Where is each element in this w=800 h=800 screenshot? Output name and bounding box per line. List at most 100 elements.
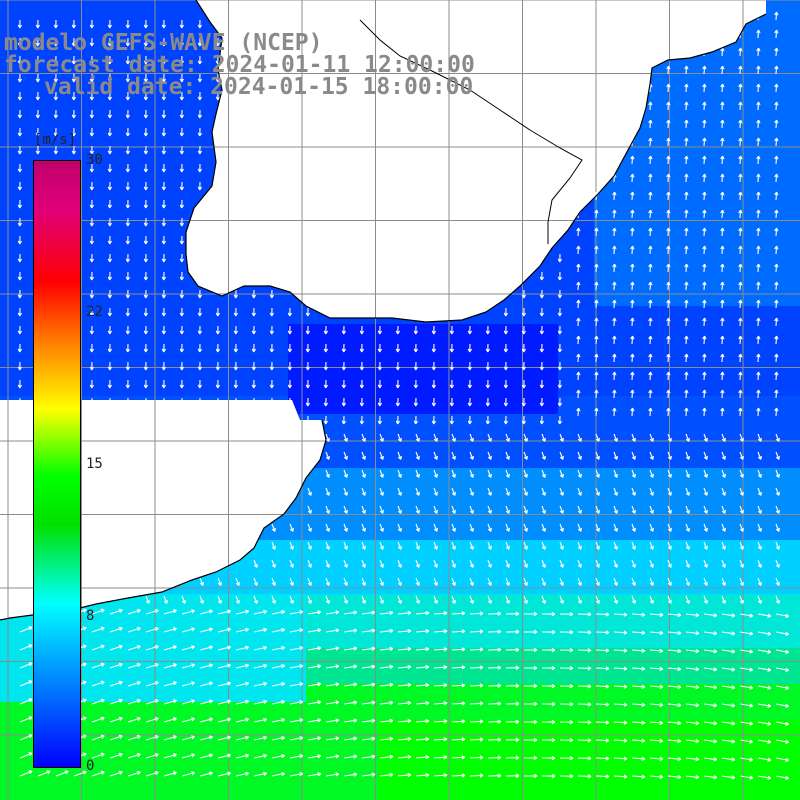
wind-arrow [541,559,546,568]
wind-arrow [487,665,502,670]
wind-arrow [397,754,412,760]
wind-arrow [721,739,736,744]
wind-arrow [143,145,149,155]
wind-arrow [577,487,582,496]
wind-arrow [253,559,258,568]
wind-arrow [684,137,689,147]
wind-arrow [379,595,384,604]
wind-arrow [179,145,185,155]
wind-arrow [469,629,484,634]
field-cell [126,720,144,738]
field-cell [684,162,702,180]
field-cell [594,594,612,612]
wind-arrow [179,397,185,407]
field-cell [522,648,540,666]
wind-arrow [648,227,653,237]
field-cell [18,324,36,342]
wind-arrow [469,647,484,652]
wind-arrow [648,317,653,327]
wind-arrow [539,289,545,299]
field-cell [666,396,684,414]
wind-arrow [612,263,617,273]
wind-arrow [199,645,213,651]
field-cell [468,666,486,684]
field-cell [792,72,800,90]
field-cell [522,522,540,540]
field-cell [270,720,288,738]
field-cell [108,162,126,180]
field-cell [360,360,378,378]
wind-arrow [702,263,707,273]
field-cell [144,180,162,198]
wind-arrow [359,415,365,425]
wind-arrow [325,433,330,442]
field-cell [594,558,612,576]
field-cell [666,342,684,360]
wind-arrow [127,662,141,669]
field-cell [468,468,486,486]
field-cell [432,486,450,504]
wind-arrow [523,595,528,604]
wind-arrow [125,217,131,227]
field-cell [0,288,18,306]
wind-arrow [649,630,664,636]
wind-arrow [757,577,762,586]
field-cell [216,684,234,702]
wind-arrow [91,770,105,777]
field-cell [576,306,594,324]
field-cell [378,630,396,648]
wind-arrow [19,644,33,651]
wind-arrow [541,505,546,514]
field-cell [684,270,702,288]
wind-arrow [649,612,664,618]
wind-arrow [125,379,131,389]
wind-arrow [235,663,250,669]
wind-arrow [739,775,754,780]
field-cell [450,612,468,630]
field-cell [198,342,216,360]
field-cell [684,288,702,306]
field-cell [486,594,504,612]
wind-arrow [397,595,402,604]
field-cell [792,774,800,792]
field-cell [774,666,792,684]
wind-arrow [361,664,376,669]
field-cell [90,144,108,162]
wind-arrow [557,325,563,335]
wind-arrow [253,627,268,633]
wind-arrow [451,701,466,706]
field-cell [774,756,792,774]
field-cell [504,540,522,558]
field-cell [342,756,360,774]
wind-arrow [451,611,466,616]
wind-arrow [433,683,448,688]
wind-arrow [685,631,700,636]
field-cell [666,90,684,108]
field-cell [504,720,522,738]
field-cell [648,342,666,360]
field-cell [414,504,432,522]
field-cell [522,342,540,360]
wind-arrow [415,772,430,778]
field-cell [432,594,450,612]
field-cell [144,684,162,702]
wind-arrow [557,307,563,317]
wind-arrow [449,379,455,389]
wind-arrow [271,627,286,633]
field-cell [774,468,792,486]
field-cell [630,738,648,756]
wind-arrow [557,253,563,263]
wind-arrow [199,609,213,615]
wind-arrow [505,683,520,688]
wind-arrow [107,55,113,65]
wind-arrow [125,235,131,245]
field-cell [54,126,72,144]
field-cell [702,342,720,360]
field-cell [702,378,720,396]
wind-arrow [197,325,203,335]
field-cell [720,90,738,108]
field-cell [540,450,558,468]
field-cell [360,612,378,630]
wind-arrow [703,739,718,744]
field-cell [198,360,216,378]
